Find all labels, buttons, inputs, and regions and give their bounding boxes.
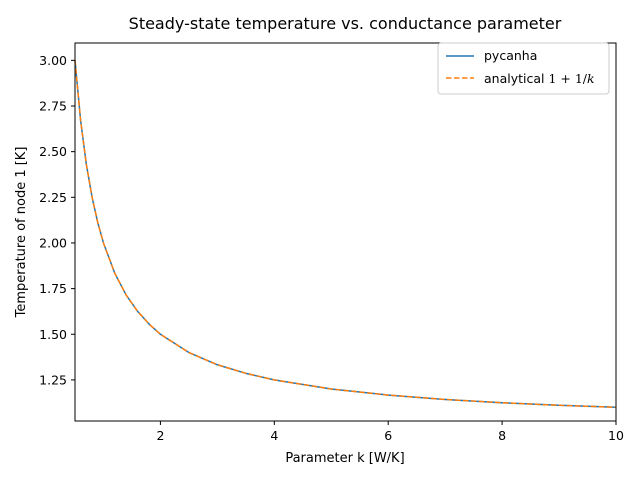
- series-layer: [74, 60, 617, 409]
- x-axis: 2 4 6 8 10: [156, 421, 624, 443]
- legend-label-analytical-math: 1 + 1/: [548, 71, 587, 86]
- plot-area: [74, 42, 617, 422]
- x-tick-label: 10: [608, 428, 624, 443]
- y-tick-label: 1.75: [39, 281, 67, 296]
- legend: pycanha analytical 1 + 1/k: [437, 42, 610, 95]
- chart-title: Steady-state temperature vs. conductance…: [129, 14, 562, 33]
- y-tick-label: 3.00: [39, 53, 67, 68]
- legend-label-analytical-k: k: [587, 71, 595, 86]
- y-axis: 1.25 1.50 1.75 2.00 2.25 2.50 2.75 3.00: [39, 53, 75, 387]
- y-tick-label: 1.25: [39, 372, 67, 387]
- y-tick-label: 1.50: [39, 327, 67, 342]
- series-line-1: [74, 60, 617, 409]
- legend-box: [437, 42, 610, 95]
- legend-label-analytical-part: analytical: [484, 71, 548, 86]
- legend-label-analytical: analytical 1 + 1/k: [484, 71, 595, 86]
- y-tick-label: 2.75: [39, 99, 67, 114]
- x-tick-label: 6: [384, 428, 392, 443]
- y-tick-label: 2.50: [39, 144, 67, 159]
- x-tick-label: 4: [270, 428, 278, 443]
- x-axis-label: Parameter k [W/K]: [285, 451, 404, 466]
- y-tick-label: 2.25: [39, 190, 67, 205]
- x-tick-label: 8: [498, 428, 506, 443]
- legend-label-pycanha: pycanha: [484, 48, 537, 63]
- x-tick-label: 2: [156, 428, 164, 443]
- y-axis-label: Temperature of node 1 [K]: [14, 147, 29, 319]
- y-tick-label: 2.00: [39, 235, 67, 250]
- axes-frame: [74, 42, 617, 422]
